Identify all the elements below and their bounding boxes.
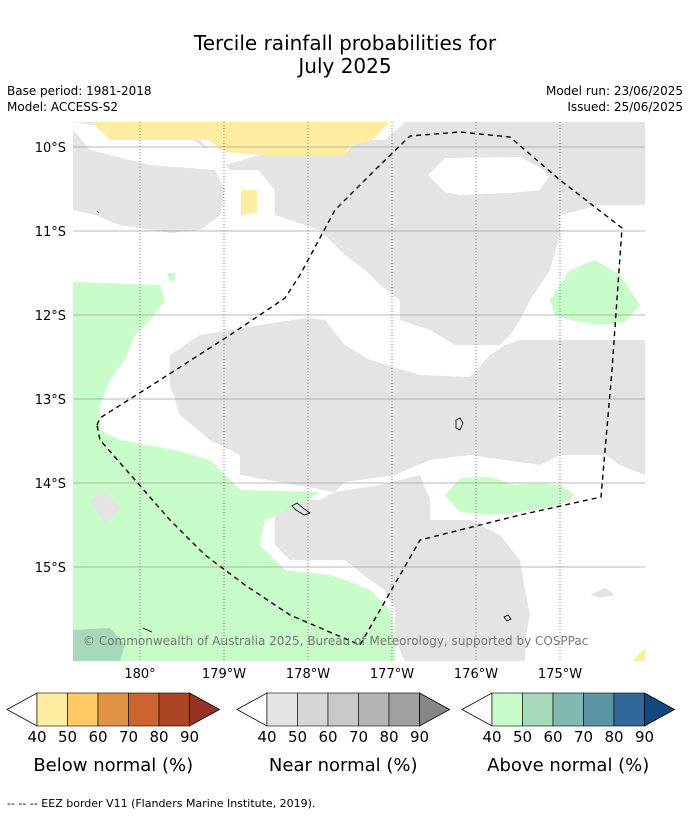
colorbar-segment xyxy=(327,692,359,727)
lon-tick-label: 176°W xyxy=(454,667,498,682)
colorbar-tick-label: 80 xyxy=(379,728,398,746)
colorbar-segment xyxy=(297,692,329,727)
above-normal-region xyxy=(445,477,575,515)
colorbar-segment xyxy=(158,692,190,727)
colorbar-title: Near normal (%) xyxy=(269,755,418,776)
colorbar-extend-low xyxy=(461,692,493,727)
colorbar-segment xyxy=(36,692,68,727)
colorbar-tick-label: 50 xyxy=(288,728,307,746)
model-run: Model run: 23/06/2025 xyxy=(545,84,683,98)
colorbar-segment xyxy=(97,692,129,727)
map-figure: © Commonwealth of Australia 2025, Bureau… xyxy=(6,122,676,776)
near-normal-regions xyxy=(73,122,645,661)
above-normal-region xyxy=(550,260,640,325)
colorbar-extend-high xyxy=(189,692,221,727)
colorbar: 40 50 60 70 80 90 Below normal (%) xyxy=(6,692,221,776)
colorbar-segment xyxy=(491,692,523,727)
near-normal-region xyxy=(170,318,645,492)
colorbar-segment xyxy=(583,692,615,727)
map-area: © Commonwealth of Australia 2025, Bureau… xyxy=(73,122,645,661)
lon-tick-label: 180° xyxy=(124,667,155,682)
colorbar: 40 50 60 70 80 90 Near normal (%) xyxy=(236,692,451,776)
colorbar-tick-label: 70 xyxy=(119,728,138,746)
lat-tick-label: 15°S xyxy=(35,561,66,576)
near-normal-region xyxy=(275,475,530,661)
colorbar-tick-label: 60 xyxy=(318,728,337,746)
islands xyxy=(96,210,512,633)
colorbar-segment xyxy=(522,692,554,727)
eez-border xyxy=(96,131,623,646)
island xyxy=(503,614,512,622)
lat-tick-label: 14°S xyxy=(35,477,66,492)
colorbar-extend-low xyxy=(236,692,268,727)
colorbar-extend-high xyxy=(644,692,676,727)
colorbar-tick-label: 60 xyxy=(543,728,562,746)
colorbar-tick-label: 40 xyxy=(257,728,276,746)
colorbar-segment xyxy=(552,692,584,727)
latitude-gridlines xyxy=(73,146,645,568)
colorbar-tick-label: 40 xyxy=(482,728,501,746)
model-name: Model: ACCESS-S2 xyxy=(7,100,119,114)
above-normal-region xyxy=(167,273,175,282)
below-normal-region xyxy=(632,648,645,661)
latitude-axis: 10°S 11°S 12°S 13°S 14°S 15°S xyxy=(35,141,66,576)
lat-tick-label: 11°S xyxy=(35,225,66,240)
near-normal-region xyxy=(590,588,615,598)
near-normal-region xyxy=(428,157,550,195)
colorbar-tick-label: 50 xyxy=(513,728,532,746)
colorbar-title: Below normal (%) xyxy=(33,755,193,776)
colorbar-tick-label: 60 xyxy=(88,728,107,746)
colorbar-tick-label: 70 xyxy=(349,728,368,746)
base-period: Base period: 1981-2018 xyxy=(7,84,152,98)
map-clear-patches xyxy=(73,490,180,661)
colorbar-tick-label: 50 xyxy=(58,728,77,746)
colorbar-tick-label: 90 xyxy=(410,728,429,746)
lon-tick-label: 177°W xyxy=(370,667,414,682)
lon-tick-label: 175°W xyxy=(538,667,582,682)
island xyxy=(96,210,100,214)
colorbar-tick-label: 90 xyxy=(180,728,199,746)
island xyxy=(291,502,311,516)
map-title-line1: Tercile rainfall probabilities for xyxy=(193,31,497,55)
colorbar-tick-label: 80 xyxy=(604,728,623,746)
colorbar-legend: 40 50 60 70 80 90 Below normal (%) 40 50 60 70 80 90… xyxy=(6,692,676,776)
above-normal-strong-region xyxy=(73,628,125,661)
issued-date: Issued: 25/06/2025 xyxy=(567,100,683,114)
colorbar-extend-high xyxy=(419,692,451,727)
colorbar-tick-label: 90 xyxy=(635,728,654,746)
colorbar-segment xyxy=(388,692,420,727)
colorbar-segment xyxy=(613,692,645,727)
island xyxy=(142,627,153,633)
below-normal-region xyxy=(241,190,257,215)
colorbar-tick-label: 70 xyxy=(574,728,593,746)
map-title-line2: July 2025 xyxy=(298,54,392,78)
colorbar: 40 50 60 70 80 90 Above normal (%) xyxy=(461,692,676,776)
colorbar-segment xyxy=(67,692,99,727)
colorbar-title: Above normal (%) xyxy=(487,755,649,776)
colorbar-extend-low xyxy=(6,692,38,727)
colorbar-tick-label: 80 xyxy=(149,728,168,746)
near-normal-region xyxy=(73,130,225,233)
lat-tick-label: 10°S xyxy=(35,141,66,156)
lat-tick-label: 13°S xyxy=(35,393,66,408)
footer-eez-note: -- -- -- EEZ border V11 (Flanders Marine… xyxy=(7,797,316,810)
longitude-axis: 180° 179°W 178°W 177°W 176°W 175°W xyxy=(124,667,582,682)
colorbar-tick-label: 40 xyxy=(27,728,46,746)
colorbar-segment xyxy=(128,692,160,727)
lon-tick-label: 178°W xyxy=(286,667,330,682)
colorbar-segment xyxy=(358,692,390,727)
lat-tick-label: 12°S xyxy=(35,309,66,324)
colorbar-segment xyxy=(266,692,298,727)
island xyxy=(455,417,464,431)
lon-tick-label: 179°W xyxy=(202,667,246,682)
copyright-text: © Commonwealth of Australia 2025, Bureau… xyxy=(83,634,588,648)
